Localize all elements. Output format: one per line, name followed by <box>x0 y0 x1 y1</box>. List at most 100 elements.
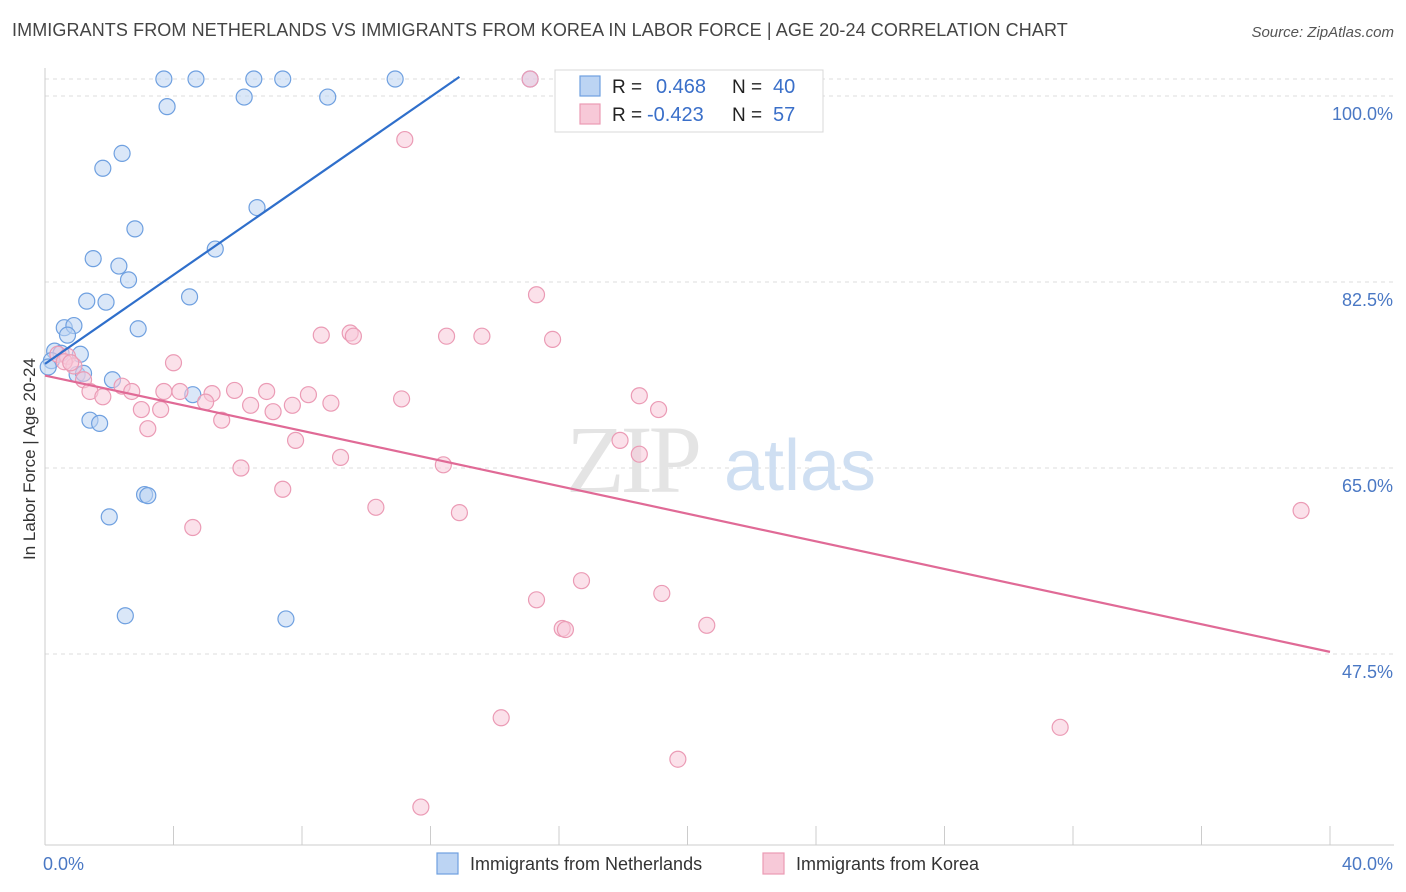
point-korea <box>264 403 282 421</box>
point-korea <box>286 431 305 449</box>
point-korea <box>1051 718 1069 736</box>
point-korea <box>184 518 202 537</box>
data-points <box>39 70 1310 816</box>
point-netherlands <box>248 199 266 217</box>
point-korea <box>669 750 687 768</box>
stats-n-value-netherlands: 40 <box>773 76 795 98</box>
y-tick-label: 100.0% <box>1332 104 1393 124</box>
point-korea <box>132 400 150 419</box>
point-netherlands <box>119 271 138 289</box>
point-korea <box>450 504 469 522</box>
point-korea <box>152 400 170 419</box>
point-korea <box>492 709 510 727</box>
watermark-zip: ZIP <box>566 406 699 513</box>
stats-n-label-korea: N = <box>732 105 762 126</box>
legend-swatch-netherlands <box>436 852 459 875</box>
point-korea <box>649 400 668 419</box>
point-korea <box>299 386 318 404</box>
point-netherlands <box>100 508 118 526</box>
y-axis-title: In Labor Force | Age 20-24 <box>20 358 39 560</box>
point-korea <box>611 431 629 449</box>
point-netherlands <box>206 240 224 258</box>
point-netherlands <box>158 98 176 116</box>
point-netherlands <box>187 70 205 88</box>
point-korea <box>242 396 260 414</box>
x-tick-label: 0.0% <box>43 854 84 874</box>
point-korea <box>653 584 671 603</box>
point-korea <box>232 459 250 477</box>
y-tick-label: 65.0% <box>1342 476 1393 496</box>
legend-swatch-korea <box>762 852 785 875</box>
y-tick-label: 82.5% <box>1342 290 1393 310</box>
point-korea <box>367 498 385 516</box>
point-korea <box>698 616 716 634</box>
point-netherlands <box>113 144 131 162</box>
stats-r-label-korea: R = <box>612 105 642 126</box>
point-netherlands <box>58 326 77 344</box>
tick-labels: 100.0% 82.5% 65.0% 47.5% 0.0% 40.0% <box>43 104 1393 874</box>
point-korea <box>283 396 301 414</box>
point-korea <box>630 387 648 405</box>
point-korea <box>630 445 648 463</box>
trendline-korea <box>44 374 1331 653</box>
chart-title: IMMIGRANTS FROM NETHERLANDS VS IMMIGRANT… <box>12 20 1068 40</box>
point-korea <box>527 286 546 304</box>
point-korea <box>322 394 340 412</box>
point-korea <box>396 130 414 149</box>
point-korea <box>225 381 244 400</box>
point-korea <box>62 354 80 372</box>
watermark-atlas: atlas <box>724 426 876 506</box>
point-korea <box>171 382 189 401</box>
point-netherlands <box>129 320 147 338</box>
point-korea <box>213 411 231 429</box>
x-tick-label: 40.0% <box>1342 854 1393 874</box>
point-korea <box>164 354 183 372</box>
trendline-netherlands <box>44 75 461 365</box>
axes <box>44 68 1394 846</box>
stats-n-value-korea: 57 <box>773 104 795 126</box>
point-netherlands <box>319 88 337 106</box>
stats-n-label-netherlands: N = <box>732 77 762 98</box>
point-korea <box>543 330 562 348</box>
point-netherlands <box>235 88 253 106</box>
point-netherlands <box>84 250 102 268</box>
watermark: ZIP atlas <box>566 406 876 513</box>
point-netherlands <box>78 292 96 310</box>
point-netherlands <box>97 293 115 311</box>
stats-legend: R = 0.468 N = 40 R = -0.423 N = 57 <box>554 69 824 133</box>
legend-label-korea: Immigrants from Korea <box>796 854 980 874</box>
point-korea <box>197 393 215 411</box>
point-korea <box>412 798 430 816</box>
point-netherlands <box>155 70 173 88</box>
stats-r-value-netherlands: 0.468 <box>656 76 706 98</box>
point-korea <box>331 448 350 466</box>
grid-lines <box>45 78 1394 655</box>
point-korea <box>437 327 456 345</box>
legend-label-netherlands: Immigrants from Netherlands <box>470 854 702 874</box>
trend-lines <box>44 75 1331 653</box>
point-korea <box>344 327 362 345</box>
stats-swatch-netherlands <box>579 75 601 97</box>
point-korea <box>521 70 539 88</box>
point-korea <box>258 382 276 401</box>
point-korea <box>473 327 491 345</box>
chart-source: Source: ZipAtlas.com <box>1251 24 1394 41</box>
point-netherlands <box>386 70 404 88</box>
point-netherlands <box>39 358 57 376</box>
point-korea <box>1292 501 1310 520</box>
point-korea <box>123 382 141 401</box>
point-korea <box>94 388 112 406</box>
point-netherlands <box>94 159 112 177</box>
stats-r-label-netherlands: R = <box>612 77 642 98</box>
point-korea <box>139 420 157 438</box>
point-netherlands <box>91 414 109 432</box>
point-netherlands <box>245 70 263 88</box>
stats-swatch-korea <box>579 103 601 125</box>
point-korea <box>155 382 173 401</box>
point-netherlands <box>274 70 292 88</box>
point-netherlands <box>180 288 199 306</box>
point-netherlands <box>126 220 144 238</box>
y-tick-label: 47.5% <box>1342 662 1393 682</box>
point-korea <box>274 480 292 498</box>
